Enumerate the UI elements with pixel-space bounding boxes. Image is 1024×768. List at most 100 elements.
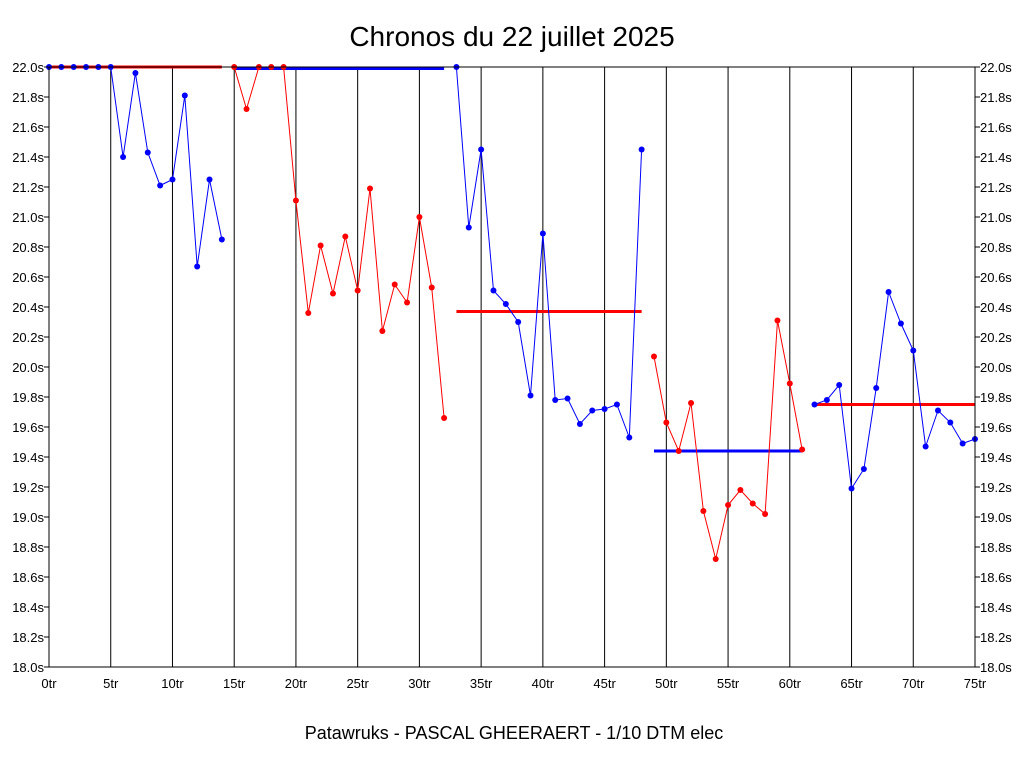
data-point bbox=[712, 556, 719, 562]
y-tick-label-left: 18.2s bbox=[12, 630, 44, 645]
data-point bbox=[700, 508, 707, 514]
data-point bbox=[663, 419, 670, 426]
data-point bbox=[848, 485, 855, 492]
y-tick-label-right: 19.8s bbox=[980, 390, 1012, 405]
data-point bbox=[169, 176, 176, 183]
y-tick-label-left: 19.0s bbox=[12, 510, 44, 525]
data-point bbox=[823, 397, 830, 403]
data-point bbox=[354, 287, 361, 294]
data-point bbox=[910, 347, 917, 354]
y-tick-label-left: 19.8s bbox=[12, 390, 44, 405]
data-point bbox=[367, 185, 374, 192]
x-tick-label: 10tr bbox=[161, 676, 184, 691]
y-tick-label-right: 22.0s bbox=[980, 60, 1012, 75]
axis-ticks: 0tr 5tr 10tr 15tr 20tr 25tr 30tr 35tr 40tr 45tr 50… bbox=[12, 60, 1012, 691]
x-tick-label: 75tr bbox=[964, 676, 987, 691]
y-tick-label-left: 21.0s bbox=[12, 210, 44, 225]
data-point bbox=[404, 299, 411, 306]
data-point bbox=[527, 392, 534, 399]
data-point bbox=[836, 382, 843, 388]
chart-footer: Patawruks - PASCAL GHEERAERT - 1/10 DTM … bbox=[305, 723, 723, 743]
data-point bbox=[675, 448, 682, 454]
y-tick-label-left: 18.4s bbox=[12, 600, 44, 615]
data-point bbox=[132, 70, 139, 76]
data-point bbox=[305, 310, 312, 316]
data-point bbox=[626, 434, 633, 441]
data-point bbox=[292, 197, 299, 204]
y-tick-label-right: 21.6s bbox=[980, 120, 1012, 135]
data-point bbox=[120, 154, 127, 160]
data-point bbox=[441, 415, 448, 421]
x-tick-label: 60tr bbox=[779, 676, 802, 691]
data-point bbox=[774, 317, 781, 324]
data-point bbox=[688, 400, 695, 406]
data-point bbox=[762, 511, 769, 517]
y-tick-label-right: 18.6s bbox=[980, 570, 1012, 585]
data-point bbox=[243, 106, 250, 112]
y-tick-label-right: 21.2s bbox=[980, 180, 1012, 195]
data-point bbox=[873, 385, 880, 391]
y-tick-label-right: 20.0s bbox=[980, 360, 1012, 375]
data-point bbox=[478, 146, 485, 153]
data-point bbox=[959, 440, 966, 447]
data-point bbox=[811, 401, 818, 408]
y-tick-label-left: 18.0s bbox=[12, 660, 44, 675]
y-tick-label-right: 18.4s bbox=[980, 600, 1012, 615]
x-tick-label: 65tr bbox=[840, 676, 863, 691]
y-tick-label-left: 20.6s bbox=[12, 270, 44, 285]
data-point bbox=[157, 182, 164, 189]
data-point bbox=[786, 380, 793, 387]
data-point bbox=[515, 319, 522, 325]
data-point bbox=[490, 287, 497, 294]
x-tick-label: 30tr bbox=[408, 676, 431, 691]
data-point bbox=[725, 502, 732, 508]
data-point bbox=[564, 395, 571, 402]
x-tick-label: 40tr bbox=[532, 676, 555, 691]
y-tick-label-left: 19.4s bbox=[12, 450, 44, 465]
x-tick-label: 70tr bbox=[902, 676, 925, 691]
data-point bbox=[218, 236, 225, 243]
y-tick-label-left: 20.0s bbox=[12, 360, 44, 375]
y-tick-label-right: 21.8s bbox=[980, 90, 1012, 105]
data-point bbox=[416, 214, 423, 220]
y-tick-label-right: 19.2s bbox=[980, 480, 1012, 495]
y-tick-label-left: 18.8s bbox=[12, 540, 44, 555]
y-tick-label-right: 18.8s bbox=[980, 540, 1012, 555]
x-tick-label: 35tr bbox=[470, 676, 493, 691]
y-tick-label-right: 21.4s bbox=[980, 150, 1012, 165]
y-tick-label-left: 21.4s bbox=[12, 150, 44, 165]
data-point bbox=[934, 407, 941, 414]
x-tick-label: 50tr bbox=[655, 676, 678, 691]
data-point bbox=[860, 466, 867, 472]
data-point bbox=[650, 353, 657, 360]
data-point bbox=[379, 328, 386, 334]
y-tick-label-left: 22.0s bbox=[12, 60, 44, 75]
y-tick-label-right: 19.4s bbox=[980, 450, 1012, 465]
x-tick-label: 5tr bbox=[103, 676, 119, 691]
data-point bbox=[749, 500, 756, 507]
y-tick-label-right: 19.0s bbox=[980, 510, 1012, 525]
y-tick-label-right: 18.0s bbox=[980, 660, 1012, 675]
series-line bbox=[455, 66, 643, 438]
data-point bbox=[391, 281, 398, 288]
x-tick-label: 45tr bbox=[593, 676, 616, 691]
data-point bbox=[638, 146, 645, 153]
data-point bbox=[206, 176, 213, 183]
data-point bbox=[885, 289, 892, 295]
data-point bbox=[552, 397, 559, 403]
y-tick-label-left: 19.6s bbox=[12, 420, 44, 435]
data-point bbox=[589, 407, 596, 414]
data-point bbox=[947, 419, 954, 426]
y-tick-label-left: 20.8s bbox=[12, 240, 44, 255]
data-point bbox=[465, 224, 472, 231]
data-point bbox=[613, 401, 620, 408]
y-tick-label-right: 19.6s bbox=[980, 420, 1012, 435]
x-tick-label: 15tr bbox=[223, 676, 246, 691]
y-tick-label-left: 21.2s bbox=[12, 180, 44, 195]
y-tick-label-right: 21.0s bbox=[980, 210, 1012, 225]
y-tick-label-right: 20.8s bbox=[980, 240, 1012, 255]
data-point bbox=[601, 406, 608, 412]
y-tick-label-right: 20.4s bbox=[980, 300, 1012, 315]
